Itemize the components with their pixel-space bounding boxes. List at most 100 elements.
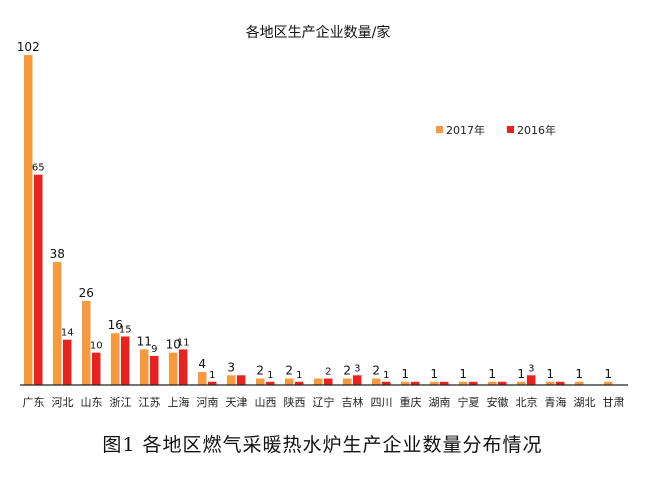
legend-label-2017: 2017年 (446, 123, 485, 137)
bar-2016-4 (121, 336, 130, 385)
data-label-2017-2: 38 (50, 247, 65, 261)
data-label-2017-6: 10 (166, 338, 181, 352)
data-label-2017-14: 1 (401, 367, 409, 381)
data-label-2016-4: 15 (119, 324, 132, 335)
bar-2017-9 (256, 378, 265, 385)
data-label-2017-1: 102 (17, 40, 40, 54)
bar-2016-3 (92, 352, 101, 385)
bar-2016-7 (208, 381, 217, 385)
x-tick-label-2: 河北 (52, 396, 74, 409)
x-tick-label-20: 湖北 (574, 396, 596, 409)
x-tick-label-1: 广东 (23, 396, 45, 409)
bar-2016-6 (179, 349, 188, 385)
bar-2017-15 (430, 381, 439, 385)
data-label-2017-15: 1 (430, 367, 438, 381)
x-tick-label-8: 天津 (226, 396, 248, 409)
bar-2016-2 (63, 339, 72, 385)
bar-2017-18 (517, 381, 526, 385)
bar-2016-14 (411, 381, 420, 385)
data-label-2017-9: 2 (256, 364, 264, 378)
bar-2017-13 (372, 378, 381, 385)
bar-2017-19 (546, 381, 555, 385)
x-tick-label-7: 河南 (197, 396, 219, 409)
bar-2017-14 (401, 381, 410, 385)
x-tick-label-6: 上海 (168, 395, 190, 409)
bar-2016-13 (382, 381, 391, 385)
x-tick-labels: 广东 河北 山东 浙江 江苏 上海 河南 天津 山西 陕西 辽宁 吉林 四川 重庆 湖南 宁夏 安徽 北京 青海 湖北… (23, 395, 625, 409)
bar-2017-1 (24, 55, 33, 385)
bar-2016-5 (150, 355, 159, 385)
bar-2017-12 (343, 378, 352, 385)
data-label-2016-1: 65 (32, 163, 45, 174)
legend-label-2016: 2016年 (517, 123, 556, 137)
data-label-2016-6: 11 (177, 337, 190, 348)
data-label-2017-20: 1 (575, 367, 583, 381)
data-label-2017-5: 11 (137, 334, 152, 348)
legend: 2017年 2016年 (436, 123, 556, 137)
x-tick-label-19: 青海 (545, 395, 567, 409)
data-label-2016-12: 3 (354, 363, 360, 374)
data-label-2017-18: 1 (517, 367, 525, 381)
data-label-2017-16: 1 (459, 367, 467, 381)
bar-2017-6 (169, 352, 178, 385)
bar-2016-9 (266, 381, 275, 385)
bar-2016-17 (498, 381, 507, 385)
bar-2017-17 (488, 381, 497, 385)
data-label-2016-11: 2 (325, 367, 331, 378)
data-label-2017-12: 2 (343, 364, 351, 378)
bar-2017-2 (53, 262, 62, 385)
bar-2017-4 (111, 333, 120, 385)
bar-2016-18 (527, 375, 536, 385)
bar-2016-10 (295, 381, 304, 385)
data-label-2017-7: 4 (198, 357, 206, 371)
legend-swatch-2017 (436, 126, 443, 133)
x-tick-label-14: 重庆 (400, 395, 422, 409)
bar-2016-19 (556, 381, 565, 385)
bar-2017-21 (604, 381, 613, 385)
data-label-2016-3: 10 (90, 341, 103, 352)
figure-caption: 图1 各地区燃气采暖热水炉生产企业数量分布情况 (102, 434, 543, 456)
data-label-2017-19: 1 (546, 367, 554, 381)
bar-2016-1 (34, 174, 43, 385)
data-label-2017-10: 2 (285, 364, 293, 378)
x-tick-label-12: 吉林 (342, 395, 364, 409)
bar-2016-15 (440, 381, 449, 385)
x-tick-label-16: 宁夏 (458, 395, 480, 409)
x-tick-label-18: 北京 (516, 395, 538, 409)
data-label-2017-21: 1 (604, 367, 612, 381)
data-label-2016-13: 1 (383, 370, 389, 381)
bar-2017-16 (459, 381, 468, 385)
data-label-2016-2: 14 (61, 328, 74, 339)
x-tick-label-11: 辽宁 (313, 395, 335, 409)
chart-title: 各地区生产企业数量/家 (246, 24, 391, 41)
bar-2016-16 (469, 381, 478, 385)
bar-2017-3 (82, 300, 91, 385)
data-label-2017-13: 2 (372, 364, 380, 378)
data-label-2017-17: 1 (488, 367, 496, 381)
data-label-2017-4: 16 (108, 318, 123, 332)
data-label-2016-7: 1 (209, 370, 215, 381)
bar-2016-8 (237, 375, 246, 385)
x-tick-label-21: 甘肃 (603, 396, 625, 409)
data-label-2017-3: 26 (79, 286, 94, 300)
bar-2017-8 (227, 375, 236, 385)
data-label-2017-8: 3 (227, 360, 235, 374)
data-label-2016-5: 9 (151, 344, 157, 355)
bar-2016-12 (353, 375, 362, 385)
x-tick-label-13: 四川 (371, 396, 393, 409)
bar-2017-11 (314, 378, 323, 385)
x-tick-label-17: 安徽 (487, 395, 509, 409)
x-tick-label-10: 陕西 (284, 395, 306, 409)
bar-2017-10 (285, 378, 294, 385)
x-tick-label-5: 江苏 (139, 396, 161, 409)
legend-swatch-2016 (507, 126, 514, 133)
x-tick-label-15: 湖南 (429, 396, 451, 409)
x-tick-label-3: 山东 (81, 396, 103, 409)
bar-2017-5 (140, 349, 149, 385)
x-tick-label-9: 山西 (255, 396, 277, 409)
data-label-2016-18: 3 (528, 363, 534, 374)
bar-2017-7 (198, 372, 207, 385)
data-label-2016-9: 1 (267, 370, 273, 381)
